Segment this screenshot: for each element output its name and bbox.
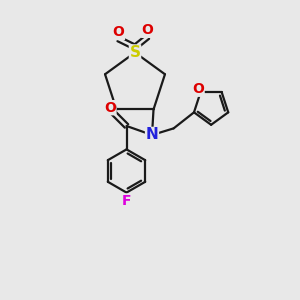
Text: O: O [142,23,154,37]
Text: F: F [122,194,131,208]
Text: N: N [146,128,158,142]
Text: O: O [104,101,116,115]
Text: S: S [130,45,140,60]
Text: O: O [192,82,204,96]
Text: O: O [112,26,124,39]
